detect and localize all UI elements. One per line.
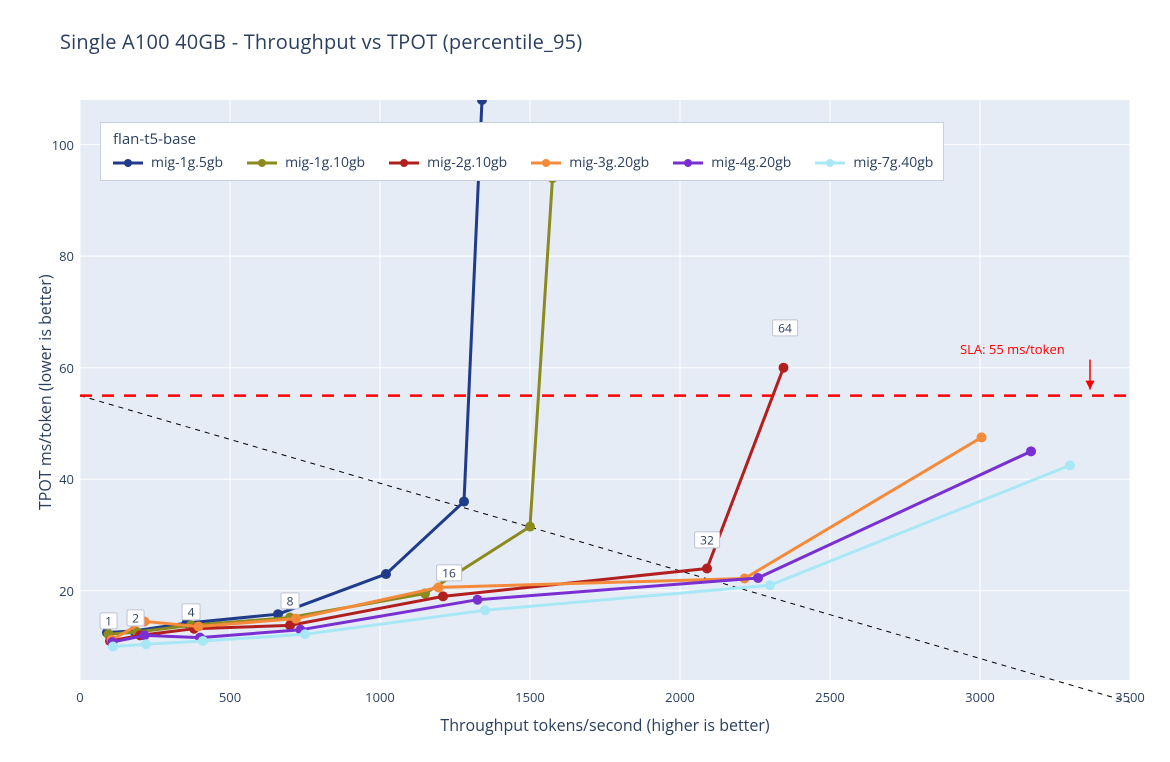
- series-point-mig-1g.5gb[interactable]: [477, 95, 487, 105]
- legend-item-mig-3g.20gb[interactable]: mig-3g.20gb: [531, 153, 649, 172]
- batch-label-64: 64: [772, 319, 798, 336]
- legend-label: mig-2g.10gb: [427, 153, 507, 172]
- series-point-mig-7g.40gb[interactable]: [141, 639, 151, 649]
- x-tick-label: 1000: [365, 688, 395, 706]
- series-point-mig-3g.20gb[interactable]: [194, 621, 204, 631]
- series-point-mig-3g.20gb[interactable]: [291, 614, 301, 624]
- series-point-mig-4g.20gb[interactable]: [140, 630, 150, 640]
- y-tick-label: 20: [44, 582, 74, 600]
- series-point-mig-4g.20gb[interactable]: [753, 573, 763, 583]
- series-point-mig-2g.10gb[interactable]: [702, 563, 712, 573]
- legend-label: mig-4g.20gb: [711, 153, 791, 172]
- series-line-mig-4g.20gb[interactable]: [112, 451, 1031, 642]
- series-point-mig-1g.5gb[interactable]: [381, 569, 391, 579]
- legend-item-mig-7g.40gb[interactable]: mig-7g.40gb: [815, 153, 933, 172]
- legend-label: mig-1g.5gb: [151, 153, 223, 172]
- series-point-mig-7g.40gb[interactable]: [1065, 460, 1075, 470]
- legend-label: mig-3g.20gb: [569, 153, 649, 172]
- batch-label-1: 1: [99, 612, 118, 629]
- chart-svg: [0, 0, 1170, 762]
- legend-items: mig-1g.5gb mig-1g.10gb mig-2g.10gb mig-3g.2…: [113, 153, 933, 172]
- series-point-mig-7g.40gb[interactable]: [480, 605, 490, 615]
- series-point-mig-4g.20gb[interactable]: [1026, 446, 1036, 456]
- series-line-mig-1g.10gb[interactable]: [109, 178, 553, 634]
- batch-label-4: 4: [182, 604, 201, 621]
- legend-swatch: [247, 157, 277, 169]
- y-tick-label: 80: [44, 247, 74, 265]
- legend-swatch: [113, 157, 143, 169]
- x-tick-label: 500: [219, 688, 241, 706]
- x-axis-title: Throughput tokens/second (higher is bett…: [425, 714, 785, 736]
- sla-annotation: SLA: 55 ms/token: [960, 340, 1065, 358]
- legend-label: mig-1g.10gb: [285, 153, 365, 172]
- series-point-mig-2g.10gb[interactable]: [779, 363, 789, 373]
- series-point-mig-7g.40gb[interactable]: [765, 580, 775, 590]
- legend-swatch: [673, 157, 703, 169]
- legend-label: mig-7g.40gb: [853, 153, 933, 172]
- legend: flan-t5-base mig-1g.5gb mig-1g.10gb mig-2g…: [100, 122, 944, 181]
- legend-item-mig-1g.10gb[interactable]: mig-1g.10gb: [247, 153, 365, 172]
- series-line-mig-2g.10gb[interactable]: [110, 368, 784, 641]
- series-line-mig-3g.20gb[interactable]: [112, 437, 982, 639]
- batch-label-8: 8: [281, 592, 300, 609]
- x-tick-label: 2000: [665, 688, 695, 706]
- series-point-mig-3g.20gb[interactable]: [434, 582, 444, 592]
- legend-item-mig-2g.10gb[interactable]: mig-2g.10gb: [389, 153, 507, 172]
- batch-label-16: 16: [436, 565, 462, 582]
- x-tick-label: 2500: [815, 688, 845, 706]
- series-point-mig-1g.5gb[interactable]: [459, 497, 469, 507]
- legend-item-mig-4g.20gb[interactable]: mig-4g.20gb: [673, 153, 791, 172]
- batch-label-32: 32: [694, 531, 720, 548]
- x-tick-label: 0: [76, 688, 83, 706]
- series-point-mig-2g.10gb[interactable]: [438, 591, 448, 601]
- series-point-mig-7g.40gb[interactable]: [108, 642, 118, 652]
- batch-label-2: 2: [126, 609, 145, 626]
- series-point-mig-1g.10gb[interactable]: [525, 522, 535, 532]
- series-point-mig-4g.20gb[interactable]: [473, 595, 483, 605]
- y-tick-label: 60: [44, 359, 74, 377]
- legend-title: flan-t5-base: [113, 129, 933, 149]
- x-tick-label: 1500: [515, 688, 545, 706]
- series-point-mig-7g.40gb[interactable]: [198, 636, 208, 646]
- legend-swatch: [531, 157, 561, 169]
- y-tick-label: 40: [44, 470, 74, 488]
- legend-swatch: [389, 157, 419, 169]
- legend-swatch: [815, 157, 845, 169]
- x-tick-label: 3000: [965, 688, 995, 706]
- x-tick-label: 3500: [1115, 688, 1145, 706]
- series-point-mig-3g.20gb[interactable]: [977, 432, 987, 442]
- legend-item-mig-1g.5gb[interactable]: mig-1g.5gb: [113, 153, 223, 172]
- series-point-mig-7g.40gb[interactable]: [300, 629, 310, 639]
- y-tick-label: 100: [44, 136, 74, 154]
